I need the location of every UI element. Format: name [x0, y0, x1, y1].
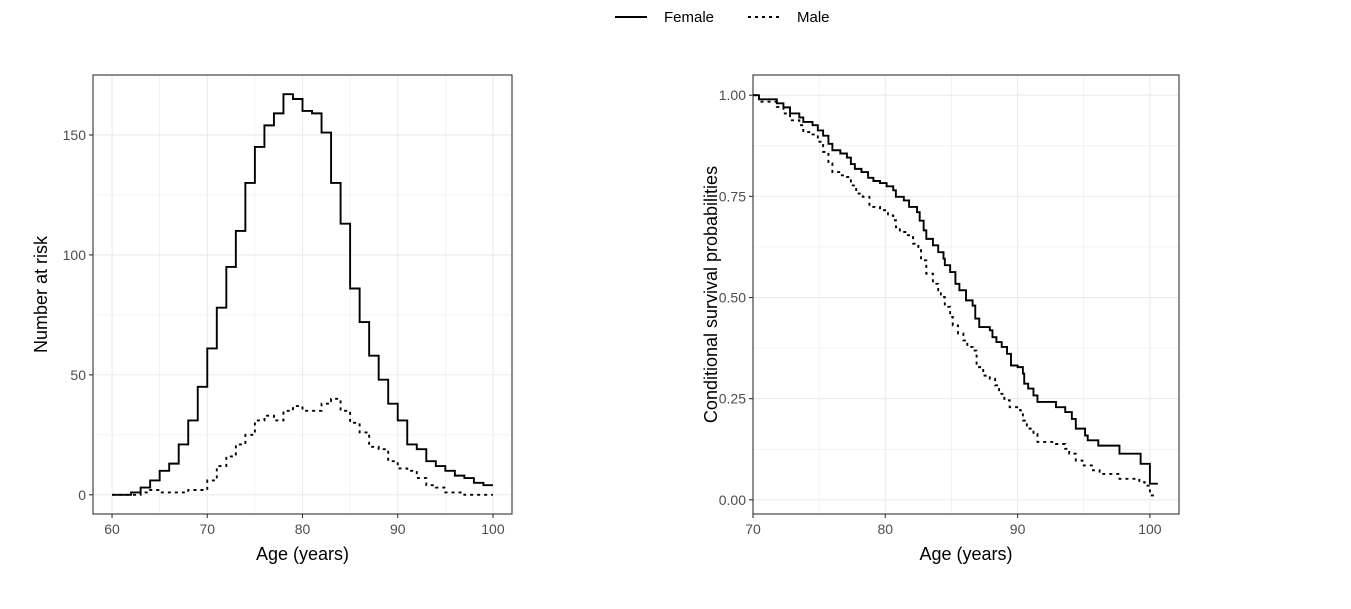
left-x-axis-title: Age (years)	[256, 544, 349, 564]
left-x-tick-label: 100	[481, 521, 505, 537]
left-series-female	[112, 93, 493, 496]
right-y-axis-title: Conditional survival probabilities	[701, 166, 721, 423]
right-y-tick-label: 0.50	[719, 290, 746, 306]
right-series-female	[753, 94, 1158, 485]
left-series-male	[112, 397, 493, 496]
left-x-tick-label: 70	[199, 521, 215, 537]
left-x-tick-label: 80	[295, 521, 311, 537]
right-series-male	[753, 94, 1154, 497]
right-x-ticks: 70 80 90 100	[745, 514, 1162, 537]
left-y-tick-label: 150	[63, 127, 87, 143]
left-y-ticks: 0 50 100 150	[63, 127, 93, 503]
right-panel: 70 80 90 100 0.00 0.25 0.50 0.75 1.00 Age (year…	[701, 74, 1180, 564]
right-y-tick-label: 0.00	[719, 492, 746, 508]
left-x-ticks: 60 70 80 90 100	[104, 514, 505, 537]
right-x-tick-label: 80	[878, 521, 894, 537]
left-grid	[93, 75, 512, 514]
right-y-tick-label: 1.00	[719, 87, 746, 103]
left-x-tick-label: 90	[390, 521, 406, 537]
left-y-tick-label: 100	[63, 247, 87, 263]
right-y-tick-label: 0.75	[719, 188, 746, 204]
left-x-tick-label: 60	[104, 521, 120, 537]
left-series	[112, 93, 493, 496]
left-y-tick-label: 50	[70, 367, 86, 383]
legend: Female Male	[615, 9, 830, 26]
right-panel-border	[752, 74, 1180, 515]
right-x-axis-title: Age (years)	[919, 544, 1012, 564]
right-y-tick-label: 0.25	[719, 391, 746, 407]
legend-label-female: Female	[664, 9, 714, 26]
legend-label-male: Male	[797, 9, 830, 26]
right-series	[753, 94, 1158, 497]
right-x-tick-label: 70	[745, 521, 761, 537]
right-x-tick-label: 90	[1010, 521, 1026, 537]
left-y-tick-label: 0	[78, 487, 86, 503]
left-y-axis-title: Number at risk	[31, 235, 51, 353]
left-panel: 60 70 80 90 100 0 50 100 150 Age (years) Number…	[31, 74, 513, 564]
right-y-ticks: 0.00 0.25 0.50 0.75 1.00	[719, 87, 753, 508]
right-x-tick-label: 100	[1138, 521, 1162, 537]
